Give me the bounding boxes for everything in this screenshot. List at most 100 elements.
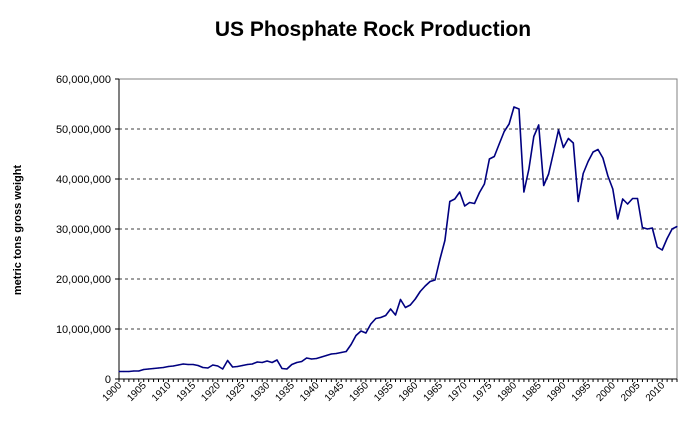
data-point xyxy=(315,357,318,360)
x-tick-label: 1975 xyxy=(471,380,495,404)
data-point xyxy=(222,368,224,370)
data-point xyxy=(133,370,135,372)
data-point xyxy=(409,304,411,306)
y-axis-label: metric tons gross weight xyxy=(12,165,24,296)
data-point xyxy=(424,285,426,287)
data-point xyxy=(281,367,283,370)
data-point xyxy=(152,367,155,370)
data-point xyxy=(444,239,446,242)
x-tick-label: 1980 xyxy=(496,380,520,404)
data-point xyxy=(256,361,258,363)
data-point xyxy=(399,298,402,301)
data-point xyxy=(143,368,145,371)
data-point xyxy=(350,343,352,346)
data-point xyxy=(118,370,120,373)
data-point xyxy=(607,175,609,177)
data-point xyxy=(385,314,387,317)
data-point xyxy=(286,368,288,370)
data-point xyxy=(533,135,535,138)
data-point xyxy=(227,359,229,362)
data-point xyxy=(636,197,639,200)
x-tick-label: 1960 xyxy=(397,380,421,404)
data-point xyxy=(241,364,244,367)
x-tick-label: 1915 xyxy=(175,380,199,404)
x-tick-label: 2005 xyxy=(619,380,643,404)
data-point xyxy=(291,363,293,366)
data-point xyxy=(597,148,599,151)
data-point xyxy=(459,191,461,193)
data-point xyxy=(301,360,303,363)
data-point xyxy=(157,367,160,369)
chart-title: US Phosphate Rock Production xyxy=(215,18,531,41)
data-point xyxy=(360,330,362,332)
data-point xyxy=(271,361,273,364)
data-point xyxy=(518,108,520,110)
data-point xyxy=(345,350,347,353)
data-point xyxy=(404,306,407,309)
data-point xyxy=(493,155,495,158)
data-point xyxy=(429,280,431,283)
data-point xyxy=(454,198,456,200)
y-tick-label: 40,000,000 xyxy=(56,174,111,186)
data-point xyxy=(676,225,678,228)
data-point xyxy=(538,124,540,126)
data-point xyxy=(123,370,125,373)
data-point xyxy=(320,356,323,358)
data-point xyxy=(483,183,486,185)
data-point xyxy=(449,200,451,203)
data-point xyxy=(266,360,268,362)
data-point xyxy=(528,168,530,170)
data-point xyxy=(340,351,342,354)
data-point xyxy=(557,129,560,131)
data-point xyxy=(651,227,653,229)
data-point xyxy=(587,160,589,163)
data-point xyxy=(548,173,550,175)
data-point xyxy=(296,361,298,364)
x-tick-label: 1965 xyxy=(422,380,446,404)
data-point xyxy=(592,151,594,153)
data-point xyxy=(543,184,545,187)
data-point xyxy=(666,237,668,240)
data-point xyxy=(138,370,140,372)
y-tick-label: 60,000,000 xyxy=(56,74,111,86)
data-point xyxy=(217,365,219,367)
data-point xyxy=(246,363,248,366)
data-point xyxy=(498,143,500,145)
data-point xyxy=(661,249,663,251)
x-tick-label: 1985 xyxy=(520,380,544,404)
data-point xyxy=(310,358,313,360)
data-point xyxy=(508,123,510,125)
data-point xyxy=(325,354,327,357)
data-point xyxy=(617,218,619,220)
x-tick-label: 1940 xyxy=(298,380,322,404)
x-tick-label: 1920 xyxy=(199,380,223,404)
data-point xyxy=(646,228,648,230)
x-tick-label: 1950 xyxy=(348,380,372,404)
data-point xyxy=(439,258,441,260)
data-point xyxy=(523,191,525,193)
data-point xyxy=(473,202,476,205)
y-tick-label: 50,000,000 xyxy=(56,124,111,136)
x-tick-label: 1905 xyxy=(125,380,149,404)
data-point xyxy=(478,191,481,194)
data-point xyxy=(414,298,416,300)
data-point xyxy=(167,365,169,368)
data-point xyxy=(192,363,194,366)
production-series-line xyxy=(119,106,678,373)
data-point xyxy=(276,359,278,361)
data-point xyxy=(577,200,579,203)
data-point xyxy=(622,198,624,200)
data-point xyxy=(627,203,629,205)
data-point xyxy=(375,317,377,320)
data-point xyxy=(177,364,179,366)
data-point xyxy=(503,130,505,133)
x-tick-label: 1935 xyxy=(273,380,297,404)
x-tick-label: 1930 xyxy=(249,380,273,404)
data-point xyxy=(202,366,204,369)
data-point xyxy=(370,323,372,325)
data-point xyxy=(128,370,130,373)
data-point xyxy=(641,226,644,229)
data-point xyxy=(389,308,392,310)
data-point xyxy=(434,279,436,281)
